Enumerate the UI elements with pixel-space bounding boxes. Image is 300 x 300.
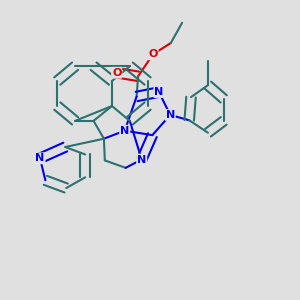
Text: N: N bbox=[120, 126, 129, 136]
Text: O: O bbox=[148, 49, 158, 59]
Text: N: N bbox=[35, 153, 45, 163]
Text: N: N bbox=[137, 154, 146, 164]
Text: N: N bbox=[166, 110, 175, 120]
Text: O: O bbox=[112, 68, 122, 78]
Text: N: N bbox=[154, 87, 164, 97]
